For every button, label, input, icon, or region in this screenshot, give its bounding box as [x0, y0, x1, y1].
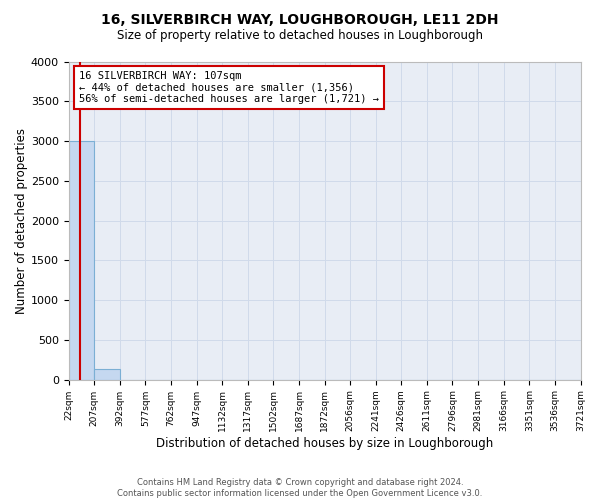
Text: Size of property relative to detached houses in Loughborough: Size of property relative to detached ho… [117, 29, 483, 42]
X-axis label: Distribution of detached houses by size in Loughborough: Distribution of detached houses by size … [156, 437, 493, 450]
Text: 16, SILVERBIRCH WAY, LOUGHBOROUGH, LE11 2DH: 16, SILVERBIRCH WAY, LOUGHBOROUGH, LE11 … [101, 12, 499, 26]
Text: 16 SILVERBIRCH WAY: 107sqm
← 44% of detached houses are smaller (1,356)
56% of s: 16 SILVERBIRCH WAY: 107sqm ← 44% of deta… [79, 71, 379, 104]
Y-axis label: Number of detached properties: Number of detached properties [15, 128, 28, 314]
Bar [68, 141, 94, 380]
Text: Contains HM Land Registry data © Crown copyright and database right 2024.
Contai: Contains HM Land Registry data © Crown c… [118, 478, 482, 498]
Bar [94, 370, 120, 380]
